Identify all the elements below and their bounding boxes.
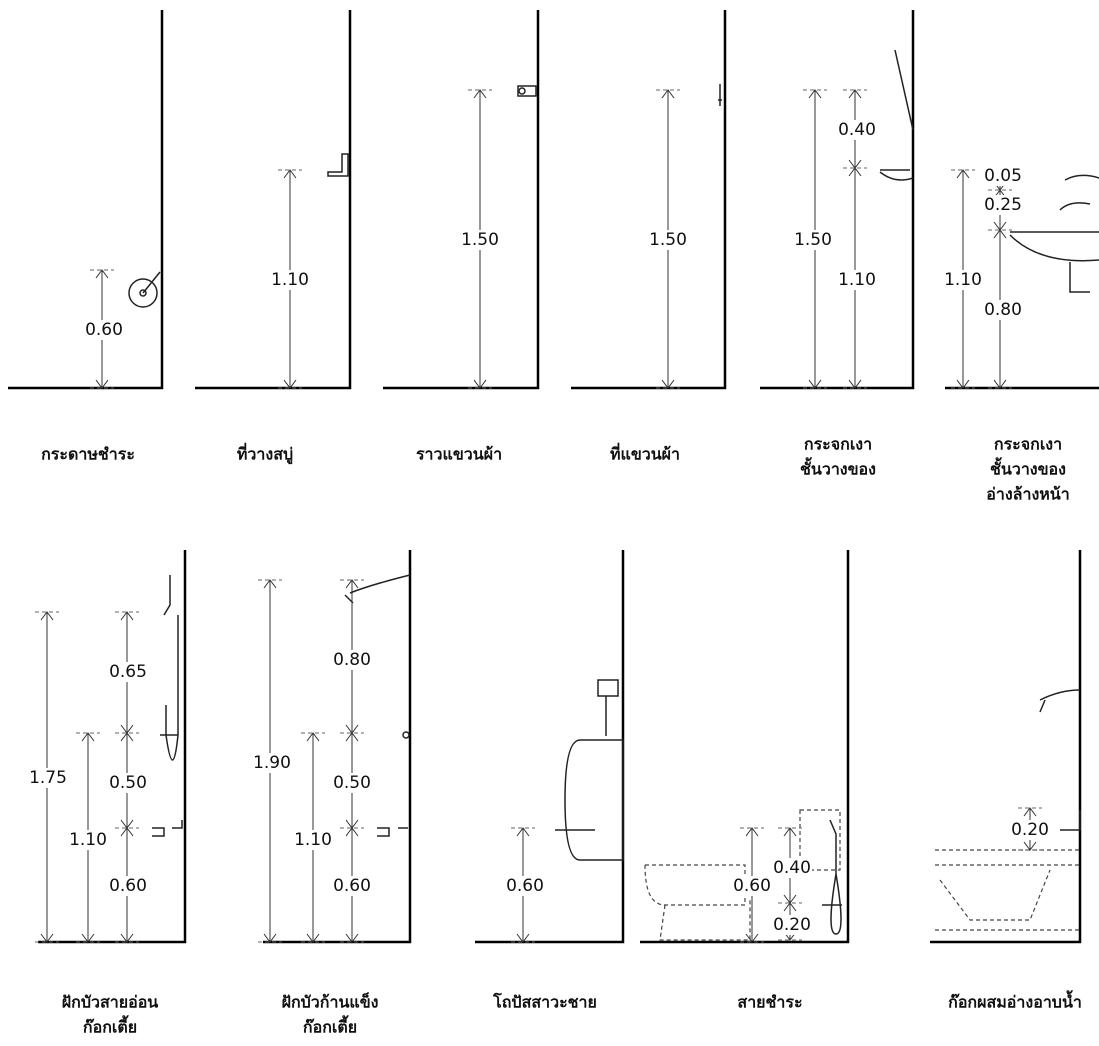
fixture-label: ก๊อกเตี้ย — [83, 1015, 137, 1037]
labels: กระดาษชำระ ที่วางสบู่ ราวแขวนผ้า ที่แขวนผ้า… — [41, 435, 1082, 1037]
dimension-text: 0.60 — [733, 876, 771, 896]
fixture-label: ชั้นวางของ — [990, 457, 1066, 479]
diagram: 0.60 1.10 1.50 1.50 1.50 0.40 1.10 1.10 0.05 0.25… — [0, 0, 1099, 1046]
dimension: 1.10 — [68, 733, 108, 942]
fixture-label: กระจกเงา — [994, 435, 1062, 454]
dimension: 0.40 — [772, 828, 812, 903]
dimension: 0.80 — [332, 580, 372, 733]
dimension-text: 0.40 — [838, 120, 876, 140]
dimension-text: 1.50 — [461, 230, 499, 250]
dimension: 0.60 — [108, 828, 148, 942]
fixture-label: ก๊อกผสมอ่างอาบน้ำ — [948, 990, 1082, 1012]
dimension: 0.25 — [983, 190, 1023, 230]
dimension-text: 0.80 — [984, 300, 1022, 320]
dimension: 0.60 — [332, 828, 372, 942]
dimension-text: 0.40 — [773, 858, 811, 878]
fixture-label: กระจกเงา — [804, 435, 872, 454]
dimension-text: 0.25 — [984, 195, 1022, 215]
fixture-label: ที่วางสบู่ — [237, 443, 293, 466]
dimension-text: 1.10 — [271, 270, 309, 290]
dimension: 0.20 — [1010, 808, 1050, 850]
dimension: 1.75 — [28, 612, 68, 942]
dimension-text: 0.65 — [109, 662, 147, 682]
dimension: 1.10 — [943, 170, 983, 388]
dimension-text: 0.60 — [109, 876, 147, 896]
dimension-text: 1.10 — [294, 830, 332, 850]
dimension-text: 0.60 — [85, 320, 123, 340]
fixture-label: ฝักบัวสายอ่อน — [62, 993, 159, 1012]
fixture-label: ที่แขวนผ้า — [610, 443, 680, 464]
dimension: 0.60 — [505, 828, 545, 942]
fixture-label: ฝักบัวก้านแข็ง — [282, 991, 379, 1012]
dimension-text: 1.10 — [944, 270, 982, 290]
dimension: 1.50 — [793, 90, 833, 388]
dimension-text: 0.80 — [333, 650, 371, 670]
dimension-text: 1.50 — [649, 230, 687, 250]
fixture-label: ราวแขวนผ้า — [416, 445, 502, 464]
dimension-text: 0.20 — [773, 915, 811, 935]
dimension: 1.10 — [837, 168, 877, 388]
dimension-text: 1.10 — [69, 830, 107, 850]
dimension-text: 1.10 — [838, 270, 876, 290]
dimension-text: 0.05 — [984, 166, 1022, 186]
fixtures — [129, 50, 1099, 940]
dimension: 0.20 — [772, 903, 812, 940]
dimension: 1.50 — [460, 90, 500, 388]
dimension: 1.10 — [293, 733, 333, 942]
dimension-text: 1.50 — [794, 230, 832, 250]
dimension: 0.80 — [983, 230, 1023, 388]
dimension: 0.40 — [837, 90, 877, 168]
dimension-text: 1.90 — [253, 753, 291, 773]
fixture-label: กระดาษชำระ — [41, 445, 135, 464]
walls — [8, 10, 1099, 942]
dimension-text: 0.60 — [333, 876, 371, 896]
dimension: 0.65 — [108, 612, 148, 733]
fixture-label: สายชำระ — [737, 993, 802, 1012]
dimension: 0.60 — [732, 828, 772, 942]
dimension: 0.50 — [108, 733, 148, 828]
dimension-text: 0.50 — [333, 773, 371, 793]
dimension-text: 0.20 — [1011, 820, 1049, 840]
fixture-label: โถปัสสาวะชาย — [492, 992, 597, 1012]
dimension-text: 0.50 — [109, 773, 147, 793]
dimension: 1.10 — [270, 170, 310, 388]
fixture-label: อ่างล้างหน้า — [986, 485, 1069, 504]
fixture-label: ชั้นวางของ — [800, 457, 876, 479]
dimension: 1.90 — [252, 580, 292, 942]
dimension-text: 0.60 — [506, 876, 544, 896]
dimension: 0.60 — [84, 270, 124, 388]
dimension: 0.50 — [332, 733, 372, 828]
fixture-label: ก๊อกเตี้ย — [303, 1015, 357, 1037]
dimension-text: 1.75 — [29, 768, 67, 788]
dimension: 0.05 — [983, 166, 1023, 190]
dimension: 1.50 — [648, 90, 688, 388]
